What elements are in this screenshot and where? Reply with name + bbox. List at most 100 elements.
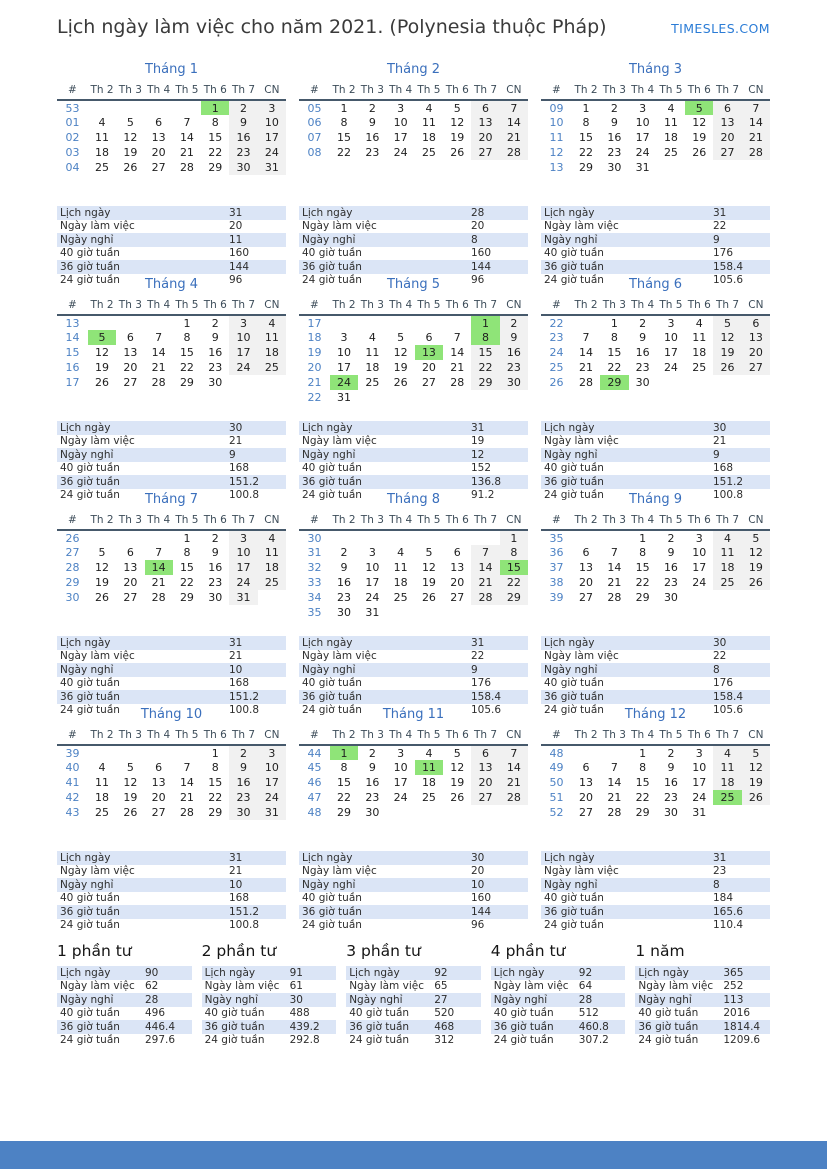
week-row: 20 17 18 19 20 21 22 23 xyxy=(299,360,528,375)
day-cell: 24 xyxy=(692,791,707,804)
stat-row: 36 giờ tuần 460.8 xyxy=(490,1020,626,1034)
stat-value: 100.8 xyxy=(229,919,260,932)
weekday-header-row: # Th 2 Th 3 Th 4 Th 5 Th 6 Th 7 CN xyxy=(57,83,286,101)
day-cell xyxy=(88,100,116,115)
weekday-header: Th 3 xyxy=(358,83,387,101)
day-cell xyxy=(685,160,713,175)
day-cell xyxy=(88,530,116,545)
weekday-header-row: # Th 2 Th 3 Th 4 Th 5 Th 6 Th 7 CN xyxy=(541,83,770,101)
week-row: 25 21 22 23 24 25 26 27 xyxy=(541,360,770,375)
stat-label: Ngày làm việc xyxy=(638,980,714,993)
day-cell: 24 xyxy=(692,576,707,589)
stat-value: 31 xyxy=(229,206,243,219)
day-cell: 9 xyxy=(368,761,376,774)
stat-row: 24 giờ tuần 96 xyxy=(299,274,528,288)
day-cell: 11 xyxy=(365,346,380,359)
stat-value: 28 xyxy=(578,993,593,1006)
day-cell: 23 xyxy=(499,360,528,375)
day-cell: 18 xyxy=(663,131,678,144)
stat-row: Lịch ngày 91 xyxy=(201,966,337,980)
day-cell: 20 xyxy=(471,775,500,790)
day-cell: 18 xyxy=(713,775,742,790)
month-calendar-area: # Th 2 Th 3 Th 4 Th 5 Th 6 Th 7 CN 05 1 2 3 4 5 6 7 06 8 9… xyxy=(299,83,528,200)
weekday-header: Th 2 xyxy=(87,728,117,746)
weekday-header: # xyxy=(57,298,88,316)
weekday-header: # xyxy=(299,728,330,746)
stat-value: 168 xyxy=(229,462,250,475)
stat-label: 36 giờ tuần xyxy=(493,1020,554,1033)
day-cell: 18 xyxy=(95,791,110,804)
holiday-day-cell: 24 xyxy=(329,375,359,390)
stat-value: 31 xyxy=(713,206,727,219)
day-cell: 25 xyxy=(663,146,678,159)
weekday-header: # xyxy=(57,728,88,746)
day-cell: 22 xyxy=(635,576,650,589)
day-cell xyxy=(713,160,741,175)
stat-label: Lịch ngày xyxy=(204,966,256,979)
day-cell xyxy=(88,745,116,760)
day-cell: 10 xyxy=(337,346,352,359)
day-cell: 17 xyxy=(663,346,678,359)
day-cell: 21 xyxy=(499,775,528,790)
stat-value: 151.2 xyxy=(229,475,260,488)
month-calendar-area: # Th 2 Th 3 Th 4 Th 5 Th 6 Th 7 CN 39 1 2 3 40 4 5 6 7 8 9… xyxy=(57,728,286,845)
day-cell: 2 xyxy=(368,746,376,760)
week-number: 25 xyxy=(549,361,564,374)
week-number: 46 xyxy=(307,776,322,789)
day-cell xyxy=(415,315,443,330)
day-cell: 9 xyxy=(229,115,258,130)
day-cell: 19 xyxy=(421,576,436,589)
weekday-header: CN xyxy=(499,513,528,531)
day-cell xyxy=(742,375,770,390)
day-cell: 3 xyxy=(368,546,376,559)
stats-table: Lịch ngày 31 Ngày làm việc 22 Ngày nghỉ 9 40 g… xyxy=(299,636,528,717)
stat-row: 24 giờ tuần 105.6 xyxy=(541,704,770,718)
day-cell xyxy=(387,315,415,330)
brand-link[interactable]: TIMESLES.COM xyxy=(671,21,770,36)
day-cell: 14 xyxy=(499,115,528,130)
week-row: 48 29 30 xyxy=(299,805,528,820)
day-cell: 5 xyxy=(741,745,770,760)
day-cell: 9 xyxy=(340,561,348,574)
day-cell: 26 xyxy=(692,146,707,159)
stat-row: Ngày làm việc 252 xyxy=(635,980,770,994)
week-number: 24 xyxy=(549,346,564,359)
stat-row: 24 giờ tuần 105.6 xyxy=(299,704,528,718)
stat-label: Lịch ngày xyxy=(493,966,545,979)
weekday-header: Th 6 xyxy=(443,728,472,746)
stat-row: 24 giờ tuần 1209.6 xyxy=(635,1034,770,1048)
week-number: 01 xyxy=(65,116,80,129)
stat-label: 40 giờ tuần xyxy=(60,462,120,475)
day-cell: 31 xyxy=(257,805,286,820)
day-cell: 13 xyxy=(151,131,166,144)
day-cell: 25 xyxy=(713,575,742,590)
month-title: Tháng 1 xyxy=(144,62,199,77)
day-cell: 28 xyxy=(607,806,622,819)
month-block: Tháng 4 # Th 2 Th 3 Th 4 Th 5 Th 6 Th 7 CN 13 1 2 3 4… xyxy=(57,277,286,501)
stat-label: 24 giờ tuần xyxy=(60,1034,120,1047)
stat-row: 36 giờ tuần 1814.4 xyxy=(635,1020,770,1034)
day-cell: 23 xyxy=(229,790,258,805)
day-cell: 10 xyxy=(229,330,258,345)
stat-label: 36 giờ tuần xyxy=(60,260,120,273)
month-calendar: # Th 2 Th 3 Th 4 Th 5 Th 6 Th 7 CN 09 1 2 3 4 5 6 7 10 8 9… xyxy=(541,83,770,175)
stat-value: 252 xyxy=(723,980,744,993)
day-cell: 5 xyxy=(741,530,770,545)
day-cell xyxy=(258,375,286,390)
day-cell: 18 xyxy=(257,560,286,575)
day-cell: 24 xyxy=(229,360,258,375)
day-cell: 20 xyxy=(450,576,465,589)
stat-value: 31 xyxy=(713,851,727,864)
day-cell: 15 xyxy=(635,776,650,789)
day-cell: 1 xyxy=(183,316,191,330)
day-cell: 12 xyxy=(123,131,138,144)
stat-row: Ngày nghỉ 10 xyxy=(57,878,286,892)
day-cell: 21 xyxy=(450,361,465,374)
week-number: 27 xyxy=(65,546,80,559)
day-cell: 25 xyxy=(365,376,380,389)
stat-value: 176 xyxy=(713,677,734,690)
day-cell: 15 xyxy=(179,346,194,359)
day-cell: 10 xyxy=(229,545,258,560)
stat-value: 64 xyxy=(578,980,593,993)
stat-row: Ngày nghỉ 28 xyxy=(490,993,626,1007)
